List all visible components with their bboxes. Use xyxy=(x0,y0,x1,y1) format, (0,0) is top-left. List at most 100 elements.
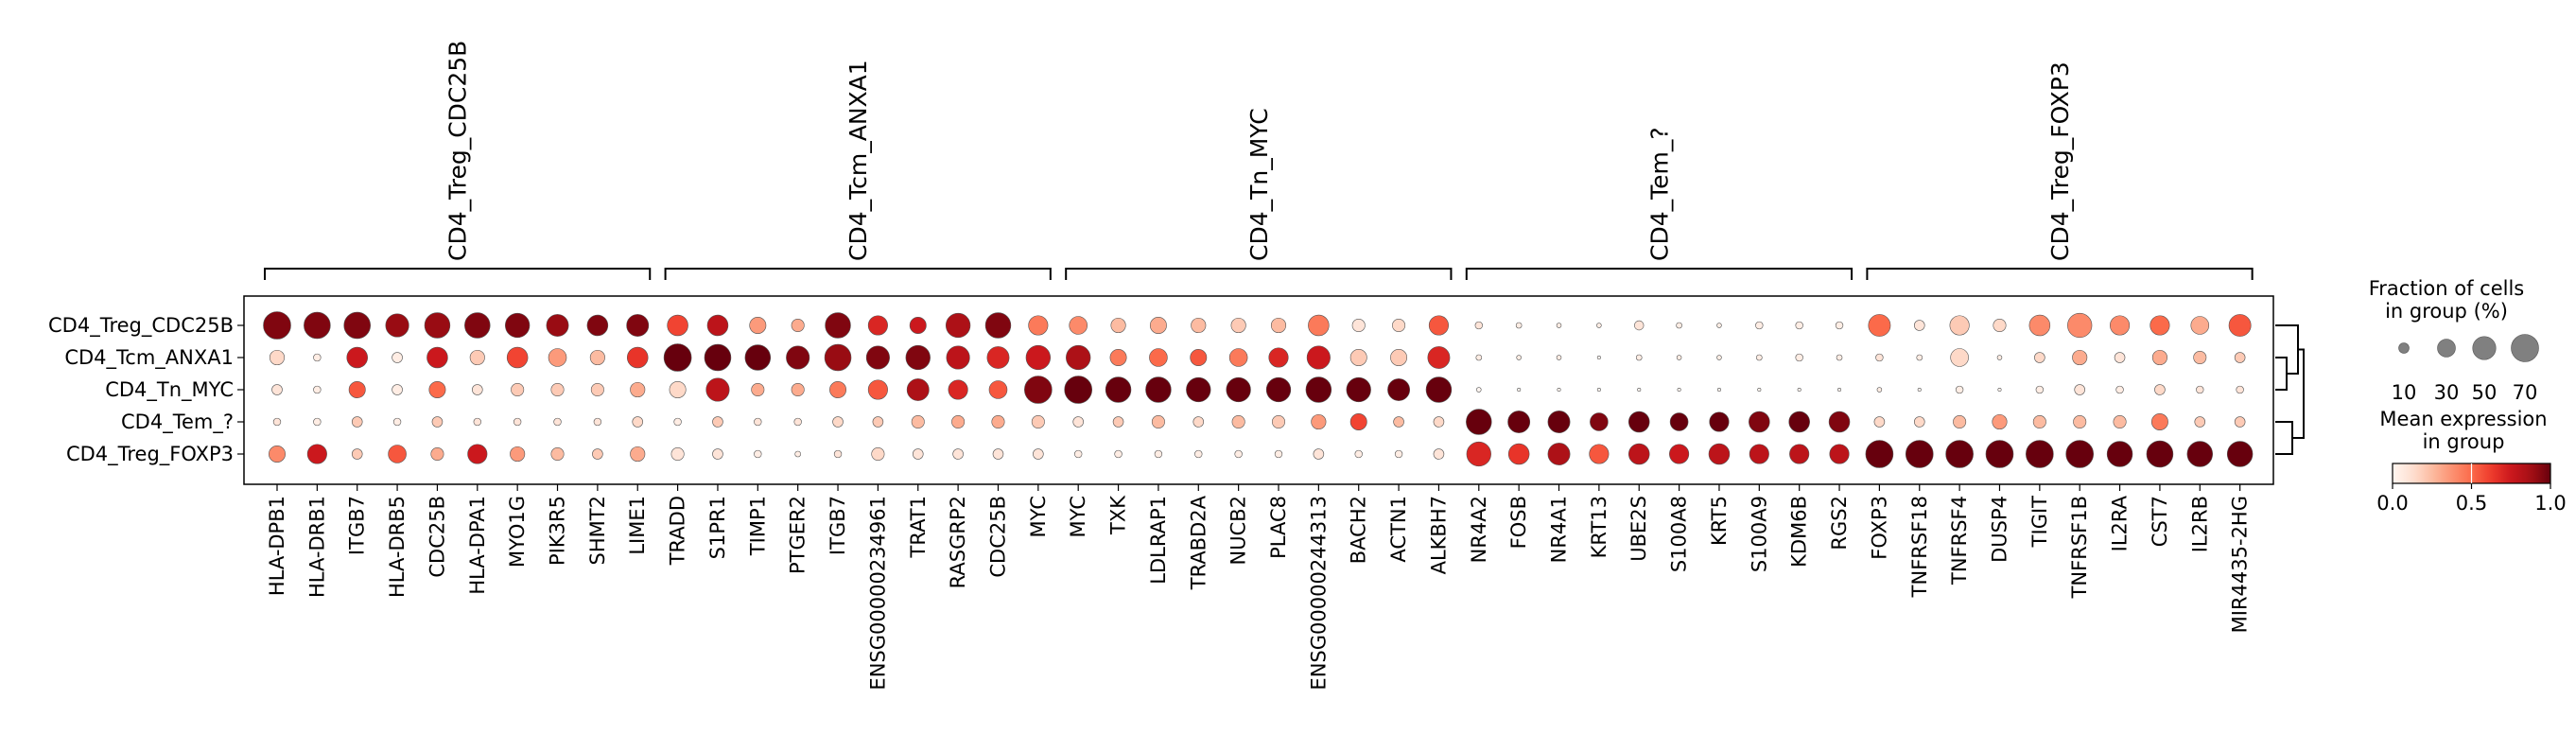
dot xyxy=(351,448,363,460)
dot xyxy=(1346,376,1371,403)
dot xyxy=(269,349,286,366)
dot xyxy=(793,417,802,427)
colorbar-tick-label: 1.0 xyxy=(2534,492,2566,515)
dot xyxy=(1547,411,1571,433)
dot xyxy=(669,381,687,398)
gene-label: FOXP3 xyxy=(1868,496,1890,560)
dot xyxy=(593,417,602,427)
dot xyxy=(313,385,322,394)
dot xyxy=(1393,416,1404,428)
dot xyxy=(2196,385,2204,394)
gene-label: TIMP1 xyxy=(746,496,769,556)
dot xyxy=(1149,348,1168,367)
gene-label: NUCB2 xyxy=(1227,496,1250,566)
dot xyxy=(385,313,409,338)
size-legend-label: 50 xyxy=(2472,381,2498,404)
gene-label: CST7 xyxy=(2149,496,2171,547)
dot xyxy=(590,382,604,397)
size-legend-label: 30 xyxy=(2434,381,2460,404)
colorbar-tick-label: 0.5 xyxy=(2456,492,2487,515)
gene-group-bracket xyxy=(1866,268,2254,280)
dot xyxy=(630,381,646,398)
dot xyxy=(1433,448,1445,460)
gene-label: ENSG00000244313 xyxy=(1307,496,1330,690)
dot xyxy=(1913,320,1925,331)
gene-label: LIME1 xyxy=(626,496,649,555)
gene-label: ACTN1 xyxy=(1387,496,1410,563)
dot xyxy=(2114,352,2126,363)
dot xyxy=(1072,416,1084,428)
dot xyxy=(392,384,403,395)
gene-label: IL2RB xyxy=(2188,496,2211,552)
gene-label: MYO1G xyxy=(506,496,529,568)
dot xyxy=(1390,349,1408,366)
colorbar-tick-label: 0.0 xyxy=(2376,492,2408,515)
dot xyxy=(1905,440,1934,468)
dot xyxy=(2190,316,2210,335)
dot xyxy=(791,318,805,333)
row-label: CD4_Tem_? xyxy=(121,411,234,434)
dot xyxy=(348,381,366,398)
gene-group-label: CD4_Tcm_ANXA1 xyxy=(844,60,872,261)
dot xyxy=(988,380,1008,399)
dot xyxy=(2226,441,2254,467)
dot xyxy=(1637,387,1642,393)
gene-group-label: CD4_Tem_? xyxy=(1645,127,1673,261)
dot xyxy=(991,414,1005,429)
dot xyxy=(673,417,682,427)
dot xyxy=(1997,387,2002,393)
dot xyxy=(1274,449,1283,459)
gene-label: DUSP4 xyxy=(1988,496,2010,563)
dot xyxy=(2150,413,2168,430)
dot xyxy=(626,346,649,369)
gene-label: S1PR1 xyxy=(706,496,729,559)
dot xyxy=(2194,416,2206,428)
dot xyxy=(749,317,767,334)
gene-label: SHMT2 xyxy=(586,496,609,565)
dot xyxy=(670,446,685,462)
gene-label: MYC xyxy=(1027,496,1050,537)
dot xyxy=(343,311,371,340)
dot xyxy=(2106,441,2133,467)
dot xyxy=(1589,444,1610,464)
gene-label: IL2RA xyxy=(2109,495,2132,551)
dot xyxy=(1556,323,1562,328)
gene-label: KRT13 xyxy=(1588,496,1610,558)
gene-label: RASGRP2 xyxy=(947,496,969,588)
dot xyxy=(791,382,805,397)
gene-label: TNFRSF18 xyxy=(1908,496,1931,598)
gene-label: CDC25B xyxy=(426,496,448,578)
gene-label: BACH2 xyxy=(1348,496,1370,564)
dot xyxy=(304,311,331,340)
dot xyxy=(2228,314,2252,337)
gene-label: TRABD2A xyxy=(1187,495,1210,590)
dot xyxy=(510,446,526,463)
dot xyxy=(1993,318,2007,333)
dot xyxy=(1308,314,1330,337)
dot xyxy=(1392,318,1406,333)
gene-label: HLA-DPB1 xyxy=(266,496,288,596)
dot xyxy=(472,384,483,395)
dot xyxy=(2113,414,2127,429)
gene-label: CDC25B xyxy=(986,496,1009,578)
dot xyxy=(1865,440,1894,468)
dot xyxy=(663,343,692,372)
dot xyxy=(1311,413,1327,430)
gene-group-label: CD4_Treg_CDC25B xyxy=(444,41,472,261)
dot xyxy=(1507,411,1531,433)
gene-label: MIR4435-2HG xyxy=(2229,496,2252,633)
dot xyxy=(1627,411,1650,433)
dot xyxy=(1268,347,1289,368)
dot xyxy=(2146,440,2174,468)
dot xyxy=(1149,317,1167,334)
dot xyxy=(751,382,765,397)
dot xyxy=(1265,376,1292,403)
dot xyxy=(1949,315,1970,336)
dot xyxy=(1433,416,1445,428)
dot xyxy=(630,446,646,463)
dot xyxy=(553,417,562,427)
dot xyxy=(2234,352,2246,363)
dot xyxy=(1916,354,1923,361)
dot xyxy=(1828,411,1851,433)
